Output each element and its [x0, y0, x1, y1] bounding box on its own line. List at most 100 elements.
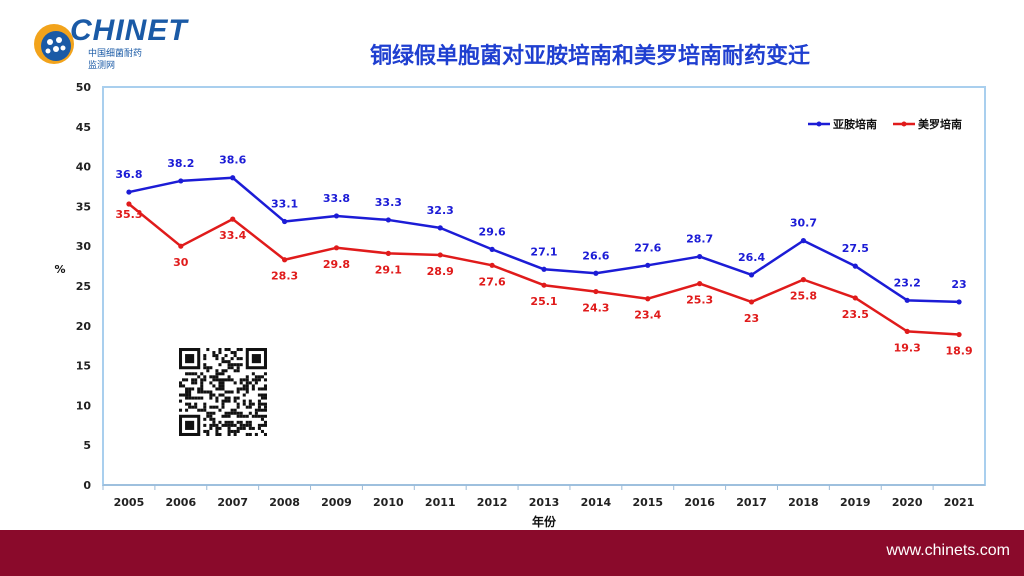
series-1-point — [800, 238, 807, 244]
series-1-data-label: 23 — [951, 278, 966, 291]
series-2-point — [281, 257, 288, 263]
series-1-point — [748, 272, 755, 278]
x-tick-label: 2008 — [269, 496, 300, 509]
x-tick-label: 2018 — [788, 496, 819, 509]
y-tick-label: 15 — [76, 360, 91, 373]
series-1-point — [541, 266, 547, 272]
logo-wordmark: CHINET — [70, 14, 188, 47]
series-2-data-label: 24.3 — [582, 302, 609, 315]
x-tick-label: 2012 — [477, 496, 508, 509]
line-chart: 0 5 10 15 20 25 30 35 40 45 50% 2005 2006 2007 2008 200… — [54, 81, 986, 529]
series-2-point — [437, 252, 443, 258]
series-2-data-label: 23.4 — [634, 309, 661, 322]
series-1-point — [230, 175, 236, 181]
series-1-point — [437, 225, 443, 231]
y-tick-label: 5 — [83, 439, 91, 452]
series-2-data-label: 29.1 — [375, 263, 402, 276]
series-1-data-label: 38.2 — [167, 157, 194, 170]
footer-bar: www.chinets.com — [0, 530, 1024, 576]
series-2-data-label: 25.3 — [686, 294, 713, 307]
series-1-data-label: 27.1 — [530, 245, 557, 258]
series-2-point — [333, 245, 340, 251]
legend-marker-2 — [901, 121, 907, 127]
series-1-data-label: 32.3 — [427, 204, 454, 217]
series-1-point — [645, 262, 651, 268]
series-1-data-label: 26.4 — [738, 251, 765, 264]
legend-label-1: 亚胺培南 — [833, 117, 877, 131]
series-2-data-label: 23.5 — [842, 308, 869, 321]
series-2-data-label: 28.3 — [271, 270, 298, 283]
series-2-point — [697, 281, 703, 287]
series-2-point — [904, 328, 910, 334]
series-2-data-label: 23 — [744, 312, 759, 325]
series-2-point — [541, 282, 547, 288]
y-axis-label: % — [54, 263, 65, 276]
series-1-point — [489, 246, 495, 252]
x-tick-label: 2015 — [632, 496, 663, 509]
series-2-data-label: 28.9 — [427, 265, 454, 278]
series-2-data-label: 29.8 — [323, 258, 350, 271]
y-tick-label: 50 — [76, 81, 92, 94]
series-1-point — [281, 218, 288, 225]
series-2-data-label: 30 — [173, 256, 189, 269]
series-2-point — [852, 295, 858, 301]
y-tick-label: 40 — [76, 161, 92, 174]
series-2-data-label: 25.8 — [790, 290, 817, 303]
series-1-data-label: 38.6 — [219, 154, 246, 167]
legend-marker-1 — [816, 121, 822, 127]
series-1-data-label: 27.5 — [842, 242, 869, 255]
y-tick-label: 0 — [83, 479, 91, 492]
x-tick-label: 2005 — [114, 496, 145, 509]
y-tick-label: 30 — [76, 240, 92, 253]
y-tick-label: 20 — [76, 320, 92, 333]
series-2-point — [126, 201, 132, 207]
y-tick-label: 45 — [76, 121, 91, 134]
series-1-data-label: 30.7 — [790, 217, 817, 230]
series-2-point — [178, 243, 184, 249]
legend-label-2: 美罗培南 — [918, 117, 962, 131]
series-1-data-label: 29.6 — [479, 225, 506, 238]
logo-subtitle-2: 监测网 — [88, 61, 116, 71]
series-1-point — [697, 253, 703, 260]
series-1-point — [126, 189, 132, 195]
series-2-point — [645, 296, 651, 302]
series-2-point — [489, 262, 495, 268]
series-2-data-label: 19.3 — [894, 341, 921, 354]
series-1-data-label: 26.6 — [582, 249, 609, 262]
x-tick-label: 2011 — [425, 496, 456, 509]
series-1-point — [593, 270, 599, 276]
series-2-data-label: 18.9 — [945, 345, 972, 358]
series-1-point — [852, 263, 858, 269]
series-2-data-label: 33.4 — [219, 229, 246, 242]
x-tick-label: 2014 — [581, 496, 612, 509]
y-tick-label: 35 — [76, 200, 91, 213]
x-tick-label: 2017 — [736, 496, 767, 509]
page-title: 铜绿假单胞菌对亚胺培南和美罗培南耐药变迁 — [369, 44, 810, 69]
y-tick-label: 10 — [76, 399, 92, 412]
series-1-data-label: 36.8 — [115, 168, 142, 181]
x-tick-label: 2019 — [840, 496, 871, 509]
series-1-point — [956, 299, 962, 305]
series-1-data-label: 28.7 — [686, 233, 713, 246]
chinet-logo: CHINET 中国细菌耐药 监测网 — [30, 12, 187, 74]
series-2-data-label: 35.3 — [115, 208, 142, 221]
series-2-point — [956, 331, 962, 338]
series-1-point — [178, 178, 184, 184]
x-tick-label: 2013 — [529, 496, 560, 509]
x-tick-label: 2020 — [892, 496, 923, 509]
series-1-data-label: 27.6 — [634, 241, 661, 254]
series-2-data-label: 27.6 — [479, 275, 506, 288]
series-2-point — [748, 299, 755, 305]
footer-url[interactable]: www.chinets.com — [886, 542, 1010, 559]
x-tick-label: 2009 — [321, 496, 352, 509]
series-1-point — [385, 217, 391, 223]
series-2-point — [230, 216, 236, 222]
series-2-point — [800, 277, 807, 283]
series-1-data-label: 23.2 — [894, 276, 921, 289]
logo-subtitle: 中国细菌耐药 — [88, 49, 143, 59]
series-1-point — [333, 213, 340, 219]
series-2-point — [593, 288, 599, 295]
series-1-data-label: 33.3 — [375, 196, 402, 209]
x-tick-label: 2006 — [166, 496, 197, 509]
x-axis-label: 年份 — [532, 514, 557, 529]
